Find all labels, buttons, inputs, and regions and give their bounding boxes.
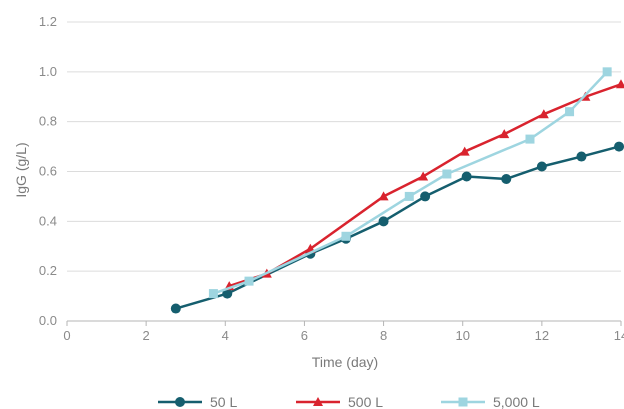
x-tick-label: 2 — [143, 328, 150, 343]
data-point — [418, 171, 429, 181]
data-point — [536, 161, 547, 172]
data-point — [461, 171, 472, 182]
series-0 — [170, 141, 624, 314]
data-point — [404, 191, 414, 201]
data-point — [614, 141, 624, 152]
data-point — [244, 276, 254, 286]
data-point — [378, 216, 389, 227]
data-point — [602, 67, 612, 77]
y-tick-label: 0.0 — [39, 313, 57, 328]
y-tick-label: 0.2 — [39, 263, 57, 278]
data-point — [208, 289, 218, 299]
legend: 50 L 500 L 5,000 L — [158, 394, 540, 409]
legend-swatch-marker — [175, 397, 185, 407]
data-point — [538, 109, 549, 119]
data-point — [341, 231, 351, 241]
data-point — [501, 173, 512, 184]
data-point — [565, 107, 575, 117]
y-tick-labels: 0.0 0.2 0.4 0.6 0.8 1.0 1.2 — [39, 14, 57, 328]
x-tick-labels: 0 2 4 6 8 10 12 14 — [63, 328, 624, 343]
data-point — [525, 134, 535, 144]
y-axis-label: IgG (g/L) — [13, 142, 29, 197]
data-point — [459, 146, 470, 156]
y-tick-label: 0.4 — [39, 213, 57, 228]
series-2 — [208, 67, 612, 299]
x-axis-label: Time (day) — [312, 354, 378, 370]
axes — [66, 320, 622, 326]
x-tick-label: 8 — [380, 328, 387, 343]
x-tick-label: 4 — [222, 328, 229, 343]
x-tick-label: 10 — [455, 328, 469, 343]
x-tick-label: 0 — [63, 328, 70, 343]
data-point — [222, 288, 233, 299]
legend-item: 50 L — [158, 394, 237, 409]
legend-swatch-marker — [313, 397, 323, 406]
data-point — [420, 191, 431, 202]
data-point — [499, 129, 510, 139]
legend-label: 5,000 L — [493, 394, 540, 409]
x-tick-label: 12 — [535, 328, 549, 343]
legend-swatch-marker — [458, 397, 468, 407]
legend-label: 50 L — [210, 394, 237, 409]
x-tick-label: 14 — [614, 328, 624, 343]
series-line — [213, 70, 609, 295]
data-point — [170, 303, 181, 314]
series-1 — [224, 79, 624, 291]
y-tick-label: 1.0 — [39, 64, 57, 79]
y-tick-label: 1.2 — [39, 14, 57, 29]
y-tick-label: 0.8 — [39, 114, 57, 129]
legend-item: 5,000 L — [441, 394, 540, 409]
series-line — [228, 83, 622, 288]
x-tick-label: 6 — [301, 328, 308, 343]
data-point — [378, 191, 389, 201]
data-series — [170, 67, 624, 314]
data-point — [616, 79, 624, 89]
legend-item: 500 L — [296, 394, 383, 409]
data-point — [442, 169, 452, 179]
grid-lines — [67, 21, 621, 272]
y-tick-label: 0.6 — [39, 164, 57, 179]
legend-label: 500 L — [348, 394, 383, 409]
data-point — [576, 151, 587, 162]
